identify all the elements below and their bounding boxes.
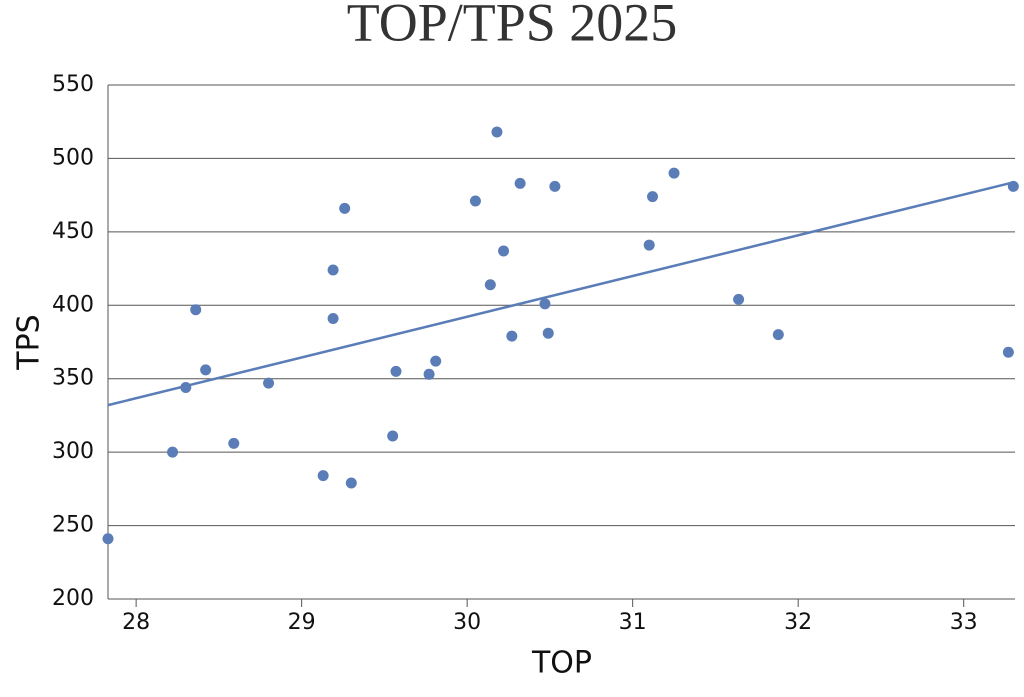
- point: [549, 180, 561, 192]
- y-tick-label: 250: [52, 513, 94, 538]
- point: [733, 293, 745, 305]
- point: [345, 477, 357, 489]
- x-tick-label: 28: [122, 610, 150, 635]
- point: [200, 364, 212, 376]
- x-tick-label: 31: [619, 610, 647, 635]
- point: [514, 177, 526, 189]
- trend-line: [107, 180, 1016, 407]
- point: [772, 329, 784, 341]
- point: [647, 191, 659, 203]
- point: [387, 430, 399, 442]
- point: [469, 195, 481, 207]
- y-tick-label: 200: [52, 586, 94, 611]
- point: [539, 298, 551, 310]
- point: [327, 264, 339, 276]
- point: [484, 279, 496, 291]
- y-tick-label: 350: [52, 366, 94, 391]
- point: [180, 382, 192, 394]
- y-tick-label: 450: [52, 219, 94, 244]
- point: [1007, 180, 1019, 192]
- point: [317, 470, 329, 482]
- point: [390, 365, 402, 377]
- point: [423, 368, 435, 380]
- point: [263, 377, 275, 389]
- point: [643, 239, 655, 251]
- y-tick-label: 550: [52, 72, 94, 97]
- x-tick-label: 32: [784, 610, 812, 635]
- chart-title: TOP/TPS 2025: [347, 0, 678, 52]
- point: [167, 446, 179, 458]
- point: [506, 330, 518, 342]
- x-tick-label: 29: [288, 610, 316, 635]
- x-tick-label: 30: [453, 610, 481, 635]
- point: [190, 304, 202, 316]
- point: [498, 245, 510, 257]
- point: [1002, 346, 1014, 358]
- point: [228, 437, 240, 449]
- point: [542, 327, 554, 339]
- y-axis-title: TPS: [12, 314, 47, 370]
- point: [102, 533, 114, 545]
- point: [339, 202, 351, 214]
- point: [491, 126, 503, 138]
- x-tick-label: 33: [950, 610, 978, 635]
- y-tick-label: 400: [52, 292, 94, 317]
- y-tick-label: 500: [52, 145, 94, 170]
- y-tick-label: 300: [52, 439, 94, 464]
- point: [668, 167, 680, 179]
- x-axis-title: TOP: [531, 646, 592, 681]
- point: [430, 355, 442, 367]
- point: [327, 313, 339, 325]
